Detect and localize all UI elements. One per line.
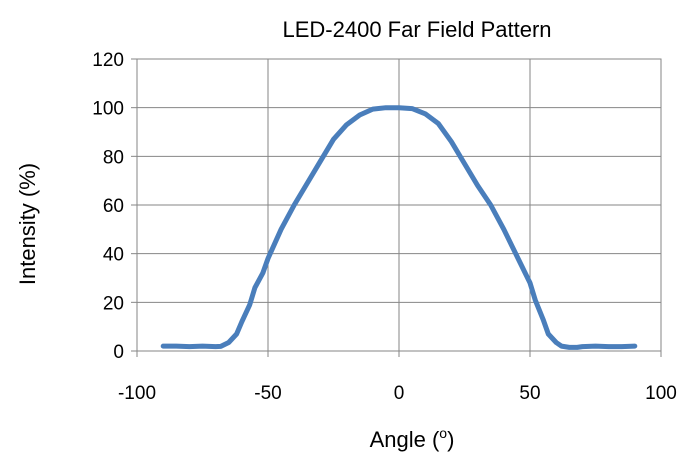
x-tick-label: 100: [645, 383, 677, 404]
y-axis-label: Intensity (%): [15, 163, 40, 285]
x-axis-label-main: Angle (: [370, 427, 440, 452]
x-tick-label: -100: [118, 383, 156, 404]
x-axis-label-superscript: o: [439, 425, 447, 441]
y-tick-label: 0: [113, 342, 124, 363]
plot-area: [136, 58, 662, 352]
grid: [131, 58, 662, 357]
y-tick-label: 120: [92, 50, 124, 71]
series-line-intensity: [160, 105, 638, 350]
x-axis-label-end: ): [447, 427, 454, 452]
y-tick-label: 20: [103, 293, 124, 314]
x-tick-labels: -100 -50 0 50 100: [118, 383, 677, 404]
y-tick-label: 40: [103, 245, 124, 266]
x-tick-label: 0: [394, 383, 405, 404]
chart-title: LED-2400 Far Field Pattern: [282, 17, 551, 42]
y-tick-label: 60: [103, 196, 124, 217]
x-axis-label: Angle (o): [370, 425, 455, 452]
y-tick-label: 80: [103, 147, 124, 168]
y-tick-label: 100: [92, 99, 124, 120]
x-tick-label: -50: [254, 383, 281, 404]
y-tick-labels: 0 20 40 60 80 100 120: [92, 50, 124, 363]
x-tick-label: 50: [519, 383, 540, 404]
